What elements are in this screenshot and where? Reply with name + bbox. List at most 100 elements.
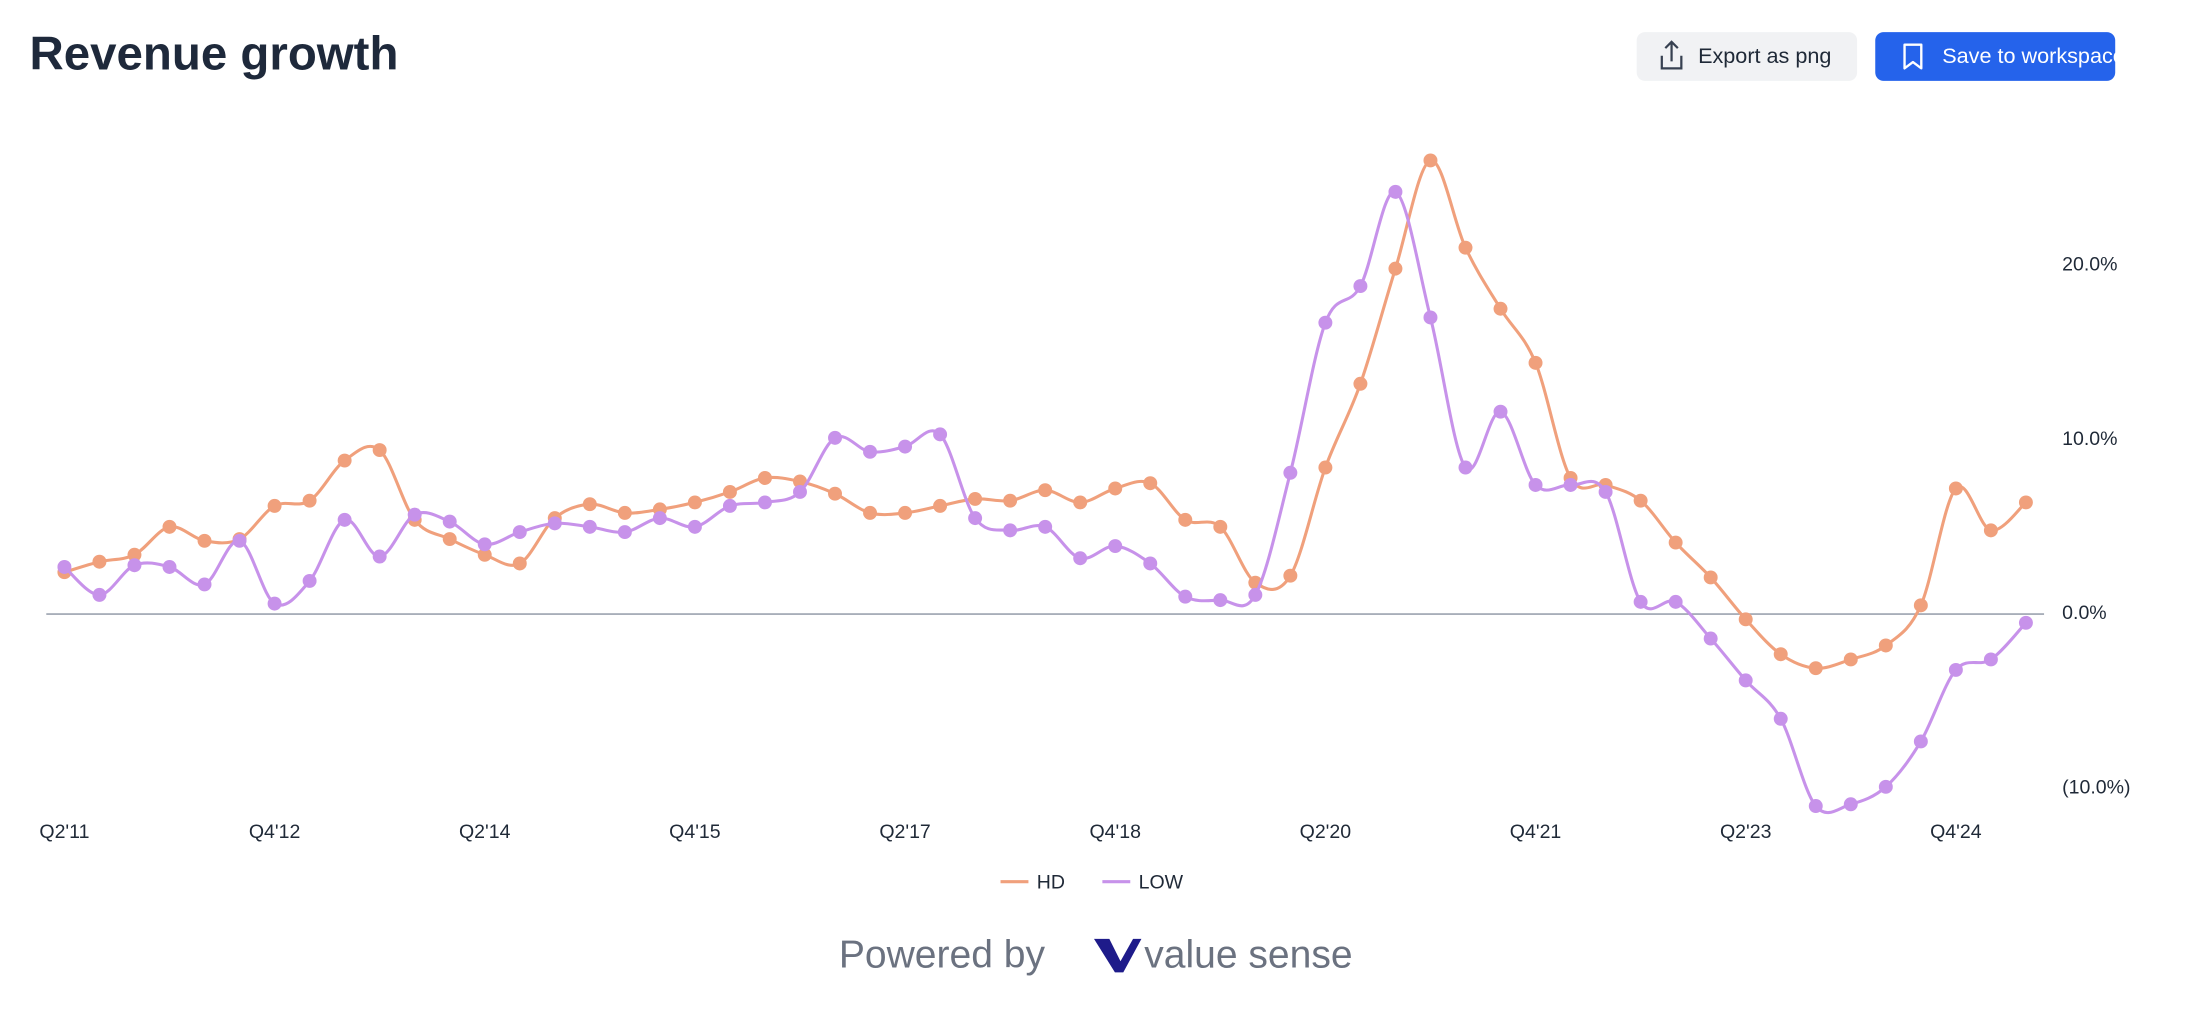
data-point [757,495,772,510]
x-tick-label: Q4'21 [1510,821,1561,843]
data-point [898,505,913,520]
data-point [1948,481,1963,496]
data-point [898,439,913,454]
series-line [63,190,2028,815]
data-point [1003,523,1018,538]
y-tick-label: 0.0% [2062,602,2106,624]
data-point [1283,568,1298,583]
data-point [1773,647,1788,662]
data-point [1598,484,1613,499]
brand-name: value sense [1144,933,1352,976]
data-point [1843,652,1858,667]
data-point [1108,481,1123,496]
data-point [1248,587,1263,602]
bookmark-icon [1903,43,1923,70]
data-point [127,558,142,573]
chart-title: Revenue growth [30,28,399,81]
export-button[interactable]: Export as png [1636,32,1858,81]
data-point [828,486,842,501]
export-button-bg[interactable] [1636,32,1858,81]
data-point [267,498,282,513]
data-point [1948,662,1963,677]
data-point [442,514,457,529]
y-tick-label: 10.0% [2062,428,2117,450]
data-point [1738,673,1753,688]
powered-by: Powered by [839,933,1046,976]
data-point [687,495,702,510]
data-point [1458,460,1473,475]
x-tick-label: Q4'24 [1930,821,1982,843]
data-point [372,443,387,458]
data-point [1528,477,1543,492]
data-point [197,533,212,548]
data-point [302,573,317,588]
legend-label: LOW [1139,871,1184,893]
data-point [1633,594,1648,609]
data-point [1983,652,1998,667]
data-point [1073,551,1088,566]
data-point [863,505,878,520]
export-icon [1660,40,1683,70]
data-point [1808,799,1823,813]
data-point [1143,476,1158,491]
data-point [337,512,352,527]
data-point [793,484,807,499]
data-point [1318,460,1333,475]
data-point [1353,279,1368,294]
data-point [442,532,457,547]
data-point [512,525,527,540]
data-point [1843,797,1858,812]
save-button-bg[interactable] [1875,32,2116,81]
data-point [1038,519,1053,534]
data-point [1493,301,1508,316]
data-point [1283,465,1298,480]
data-point [1563,477,1578,492]
save-label[interactable]: Save to workspace [1942,43,2125,68]
data-point [547,516,562,531]
y-tick-label: 20.0% [2062,253,2117,275]
data-point [1178,512,1193,527]
data-point [1458,240,1473,255]
data-point [92,587,107,602]
data-point [1773,711,1788,726]
data-point [1423,310,1438,325]
data-point [1913,734,1928,749]
data-point [793,474,807,489]
data-point [372,549,387,564]
data-point [968,491,983,506]
data-point [1003,493,1018,508]
data-point [1668,594,1683,609]
data-point [1703,570,1718,585]
data-point [828,430,842,445]
data-point [92,554,107,569]
data-point [1878,638,1893,653]
data-point [1108,539,1123,554]
data-point [1073,495,1088,510]
data-point [933,427,948,442]
data-point [2018,615,2033,630]
data-point [477,547,492,562]
y-tick-label: (10.0%) [2062,777,2130,799]
save-button[interactable]: Save to workspace [1875,32,2125,81]
data-point [1143,556,1158,571]
data-point [968,511,983,526]
data-point [722,498,737,513]
x-tick-label: Q2'14 [459,821,511,843]
data-point [757,471,772,485]
x-tick-label: Q2'20 [1300,821,1352,843]
data-point [1808,661,1823,676]
series-line [63,158,2027,670]
data-point [1038,483,1053,498]
data-point [582,519,597,534]
data-point [1878,779,1893,794]
export-label[interactable]: Export as png [1698,43,1831,68]
data-point [1353,376,1368,391]
x-tick-label: Q4'15 [669,821,721,843]
data-point [197,577,212,592]
data-point [1388,261,1403,276]
data-point [1318,315,1333,330]
x-tick-label: Q2'23 [1720,821,1771,843]
data-point [407,507,422,522]
